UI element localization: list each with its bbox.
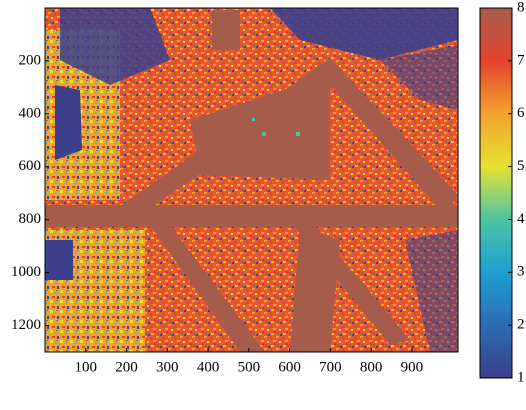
y-tick-label: 1200 — [11, 317, 41, 333]
colorbar-tick-label: 2 — [517, 317, 525, 333]
chart: 100 200 300 400 500 600 700 800 900 200 400 600 800 1… — [0, 0, 526, 405]
x-tick-label: 800 — [360, 359, 383, 375]
x-tick-label: 200 — [115, 359, 138, 375]
y-tick-label: 400 — [19, 105, 42, 121]
y-tick-label: 1000 — [11, 264, 41, 280]
x-tick-label: 900 — [401, 359, 424, 375]
colorbar-tick-label: 6 — [517, 105, 525, 121]
colorbar-tick-label: 4 — [517, 211, 525, 227]
x-tick-label: 100 — [75, 359, 98, 375]
y-tick-label: 600 — [19, 158, 42, 174]
x-tick-label: 400 — [197, 359, 220, 375]
y-tick-label: 200 — [19, 52, 42, 68]
x-tick-label: 500 — [238, 359, 261, 375]
y-tick-label: 800 — [19, 211, 42, 227]
colorbar-tick-label: 8 — [517, 0, 525, 15]
colorbar-tick-label: 3 — [517, 264, 525, 280]
x-tick-label: 700 — [319, 359, 342, 375]
colorbar-tick-label: 1 — [517, 369, 525, 385]
colorbar-tick-label: 5 — [517, 158, 525, 174]
colorbar-tick-label: 7 — [517, 52, 525, 68]
image — [45, 8, 458, 352]
x-tick-label: 600 — [278, 359, 301, 375]
x-tick-label: 300 — [156, 359, 179, 375]
colorbar — [480, 8, 512, 378]
